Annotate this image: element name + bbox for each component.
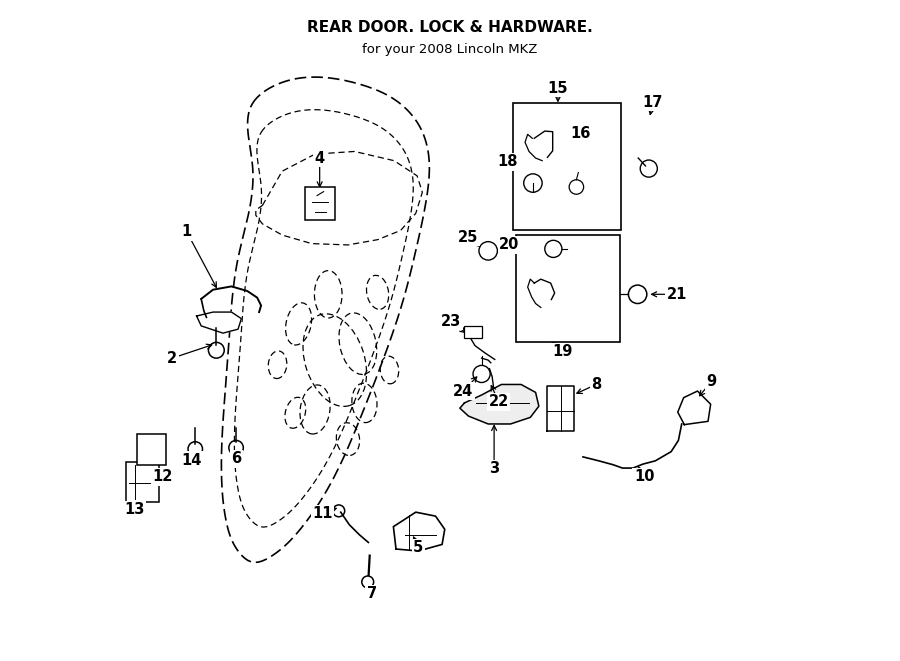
Polygon shape xyxy=(393,512,445,551)
Text: REAR DOOR. LOCK & HARDWARE.: REAR DOOR. LOCK & HARDWARE. xyxy=(307,20,593,35)
FancyBboxPatch shape xyxy=(305,187,336,220)
FancyBboxPatch shape xyxy=(464,326,482,338)
Text: 4: 4 xyxy=(315,151,325,165)
Text: 16: 16 xyxy=(570,126,590,141)
Text: 1: 1 xyxy=(182,224,192,239)
Text: 17: 17 xyxy=(643,95,663,110)
Text: 6: 6 xyxy=(231,451,241,467)
Text: 24: 24 xyxy=(453,383,473,399)
Text: 8: 8 xyxy=(591,377,601,392)
FancyBboxPatch shape xyxy=(517,235,620,342)
Circle shape xyxy=(362,576,374,588)
Text: 5: 5 xyxy=(413,540,424,555)
Text: 23: 23 xyxy=(441,314,462,329)
Text: 2: 2 xyxy=(167,350,177,366)
FancyBboxPatch shape xyxy=(138,434,166,465)
Text: for your 2008 Lincoln MKZ: for your 2008 Lincoln MKZ xyxy=(363,43,537,56)
Polygon shape xyxy=(678,391,711,424)
Text: 7: 7 xyxy=(366,586,377,602)
FancyBboxPatch shape xyxy=(126,462,159,502)
Text: 18: 18 xyxy=(498,155,518,169)
Polygon shape xyxy=(196,312,241,333)
Text: 9: 9 xyxy=(706,374,716,389)
Polygon shape xyxy=(547,387,573,430)
Text: 25: 25 xyxy=(458,229,479,245)
Text: 22: 22 xyxy=(489,394,508,409)
Polygon shape xyxy=(460,385,539,424)
Text: 12: 12 xyxy=(152,469,173,484)
Text: 10: 10 xyxy=(634,469,654,484)
FancyBboxPatch shape xyxy=(513,103,621,231)
Text: 21: 21 xyxy=(667,287,688,302)
Text: 19: 19 xyxy=(553,344,572,359)
Text: 14: 14 xyxy=(182,453,202,468)
Text: 13: 13 xyxy=(124,502,144,517)
Text: 11: 11 xyxy=(312,506,333,521)
Text: 15: 15 xyxy=(548,81,568,96)
Text: 20: 20 xyxy=(500,237,519,253)
Text: 3: 3 xyxy=(489,461,500,476)
